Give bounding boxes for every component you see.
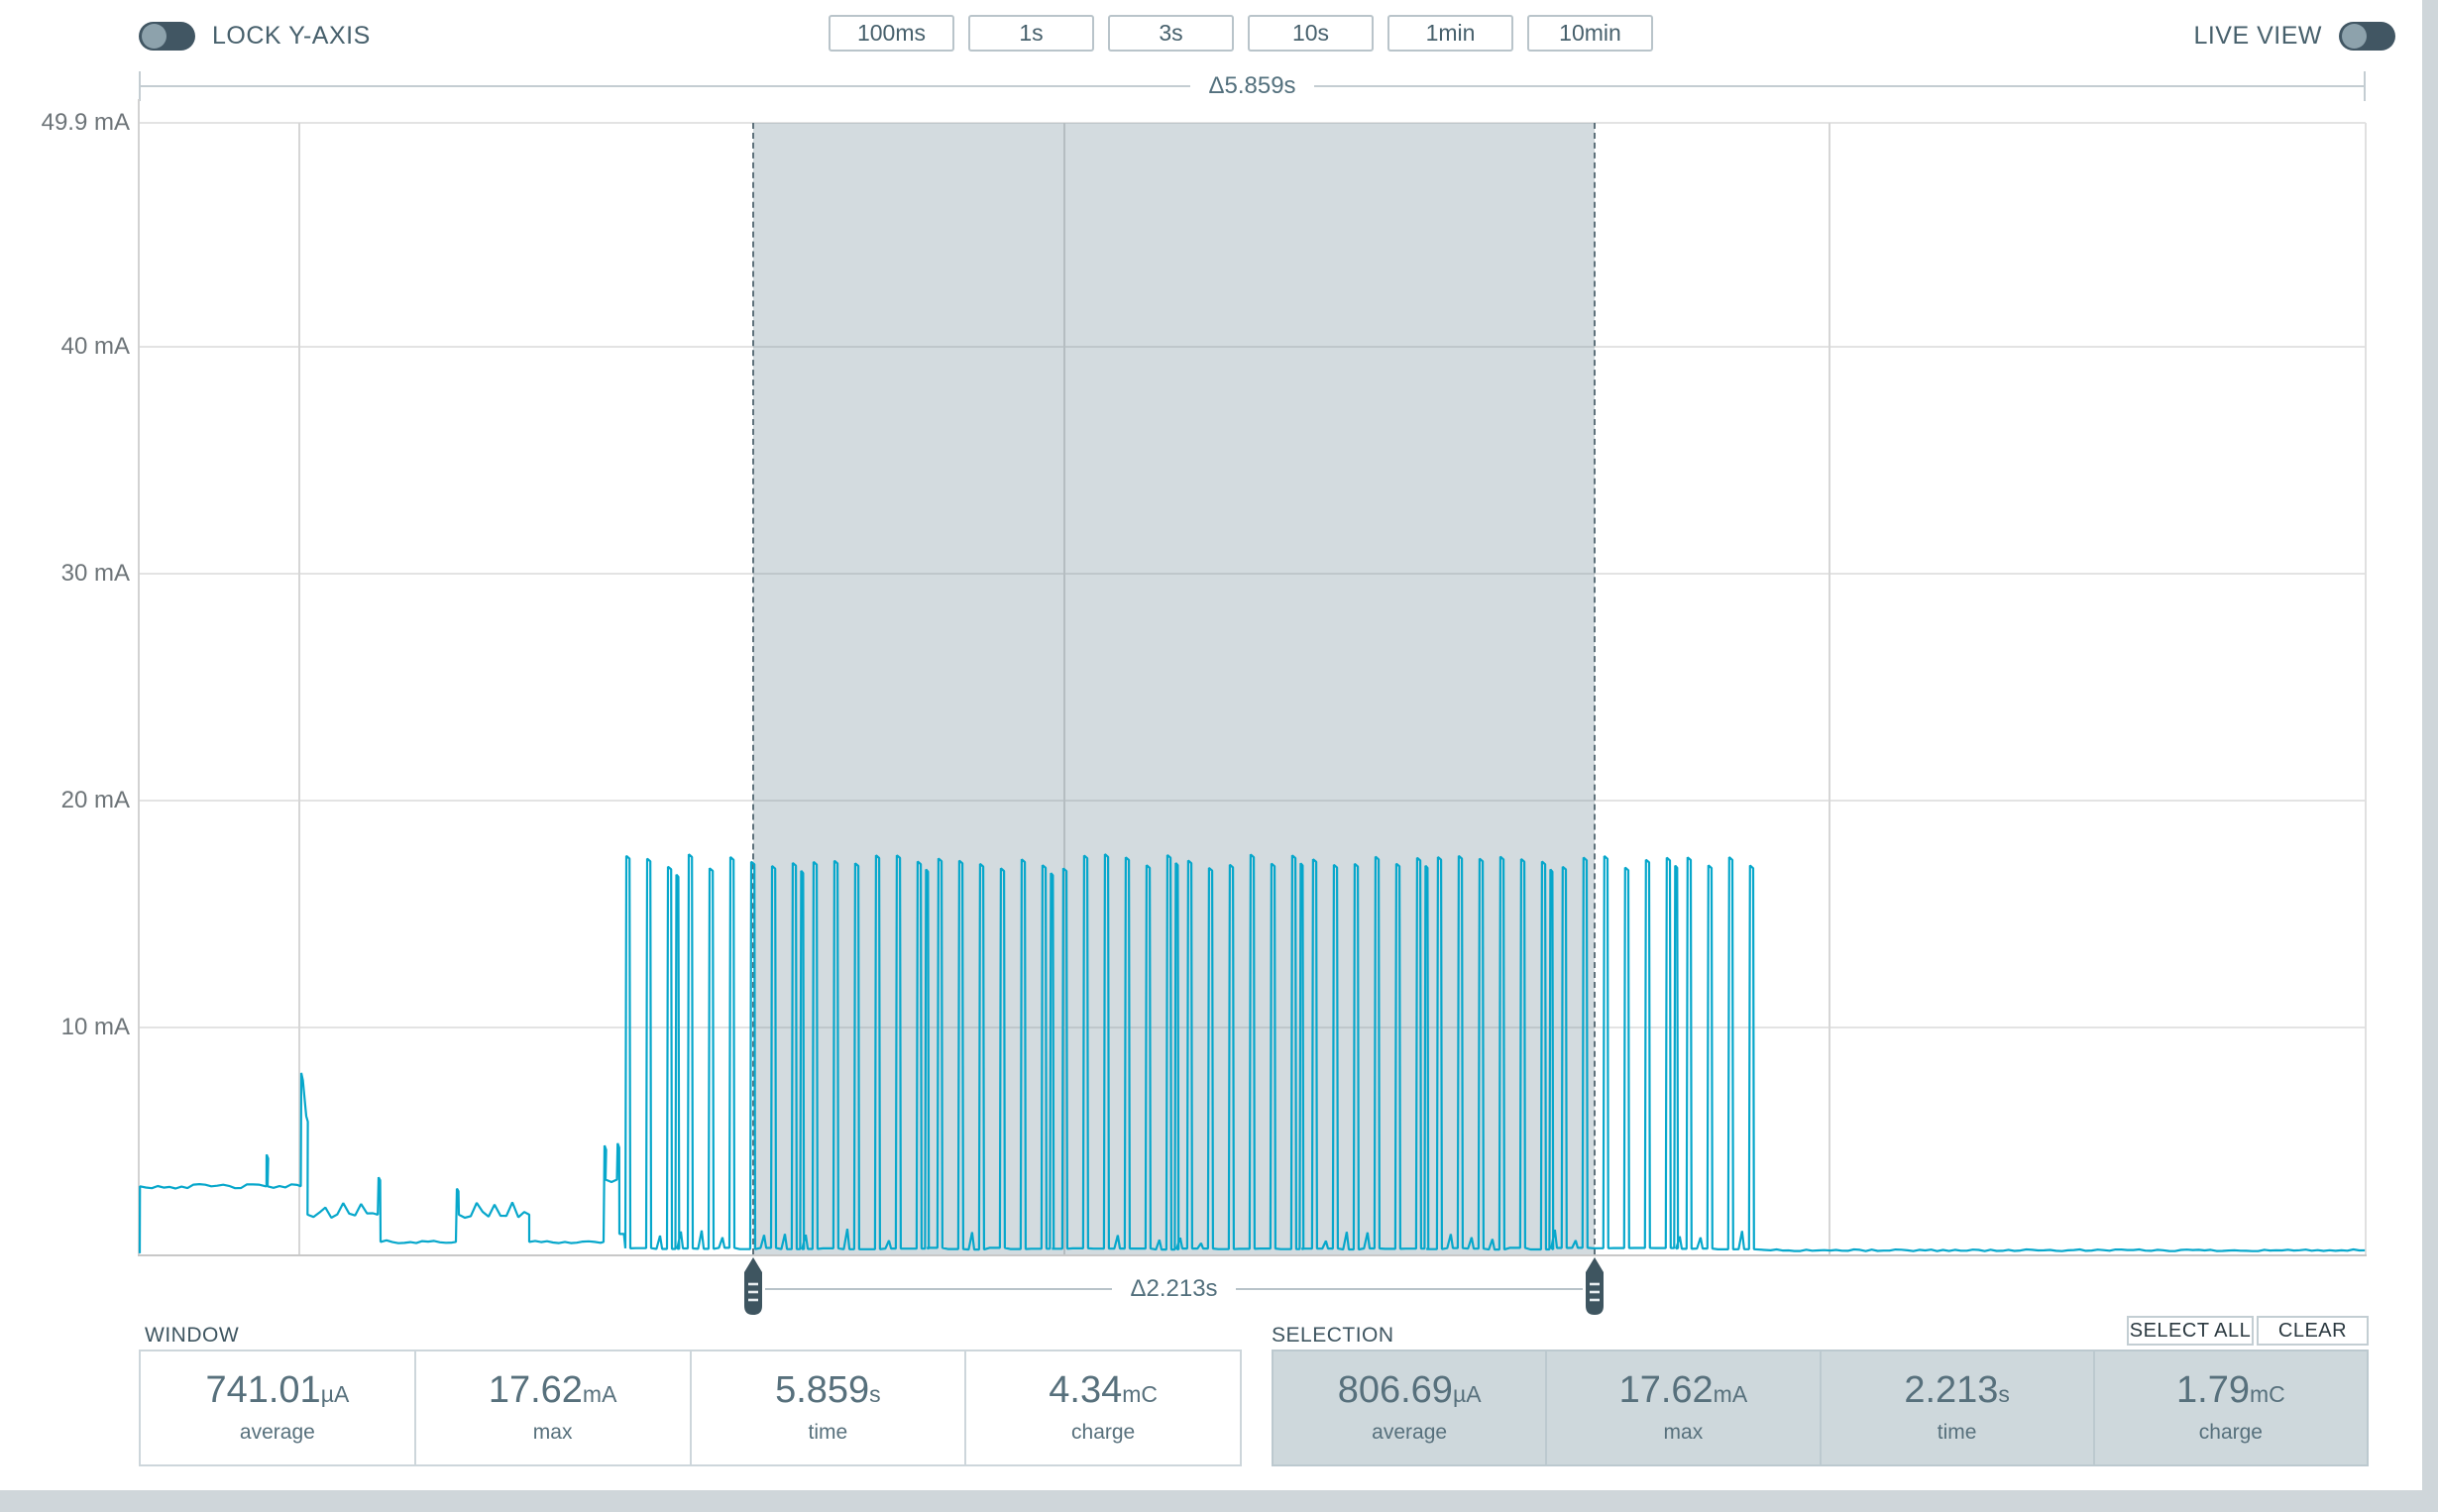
selection-time-value: 2.213 [1904,1369,1999,1411]
window-max-value: 17.62 [488,1369,583,1411]
selection-max-label: max [1663,1421,1704,1444]
selection-max-value: 17.62 [1618,1369,1714,1411]
selection-average-cell: 806.69µA average [1274,1351,1548,1464]
live-view-control: LIVE VIEW [2193,22,2395,51]
selection-time-unit: s [1998,1381,2010,1407]
toggle-knob-icon [142,24,166,49]
window-delta-bracket: Δ5.859s [139,71,2366,101]
y-tick-40mA: 40 mA [60,333,130,360]
bracket-line [139,85,1191,87]
selection-handle-right[interactable] [1583,1257,1607,1315]
selection-handle-left[interactable] [741,1257,765,1315]
lock-y-axis-label: LOCK Y-AXIS [212,22,371,50]
selection-average-unit: µA [1452,1381,1482,1407]
window-max-cell: 17.62mA max [416,1351,692,1464]
window-time-unit: s [869,1381,881,1407]
gridline-30mA [139,573,2366,575]
y-axis-line [138,99,140,1254]
selection-delta-label: Δ2.213s [1130,1275,1218,1302]
live-view-toggle[interactable] [2339,22,2395,51]
lock-y-axis-control: LOCK Y-AXIS [139,22,371,51]
plot-right-border [2365,123,2367,1254]
range-button-100ms[interactable]: 100ms [829,15,954,52]
range-button-10s[interactable]: 10s [1248,15,1374,52]
window-max-unit: mA [582,1381,617,1407]
live-view-label: LIVE VIEW [2193,22,2322,50]
window-average-label: average [239,1421,315,1444]
window-charge-value: 4.34 [1049,1369,1123,1411]
selection-average-value: 806.69 [1337,1369,1453,1411]
window-delta-label: Δ5.859s [1208,72,1296,99]
selection-charge-cell: 1.79mC charge [2095,1351,2367,1464]
bracket-line [1313,85,2366,87]
selection-charge-label: charge [2198,1421,2263,1444]
y-tick-10mA: 10 mA [60,1014,130,1040]
gridline-vertical [298,123,300,1254]
y-tick-30mA: 30 mA [60,560,130,587]
selection-region[interactable] [753,123,1595,1254]
selection-time-label: time [1937,1421,1977,1444]
selection-border-right [1594,123,1596,1254]
window-time-value: 5.859 [775,1369,870,1411]
y-tick-20mA: 20 mA [60,787,130,813]
y-tick-49.9mA: 49.9 mA [41,109,130,136]
window-average-cell: 741.01µA average [141,1351,416,1464]
window-section-title: WINDOW [145,1324,240,1347]
selection-max-unit: mA [1713,1381,1748,1407]
gridline-20mA [139,800,2366,802]
window-stats-panel: 741.01µA average 17.62mA max 5.859s time… [139,1350,1242,1466]
selection-stats-panel: 806.69µA average 17.62mA max 2.213s time… [1272,1350,2369,1466]
range-button-10min[interactable]: 10min [1527,15,1653,52]
x-axis-line [138,1254,2367,1256]
lock-y-axis-toggle[interactable] [139,22,195,51]
window-max-label: max [532,1421,573,1444]
selection-border-left [752,123,754,1254]
gridline-vertical [1063,123,1065,1254]
clear-button[interactable]: CLEAR [2257,1316,2369,1346]
selection-delta-bracket: Δ2.213s [765,1275,1583,1302]
bracket-tick-left [139,71,141,101]
window-time-cell: 5.859s time [692,1351,967,1464]
selection-average-label: average [1372,1421,1448,1444]
gridline-49.9mA [139,122,2366,124]
selection-time-cell: 2.213s time [1822,1351,2095,1464]
selection-charge-unit: mC [2249,1381,2285,1407]
select-all-button[interactable]: SELECT ALL [2127,1316,2254,1346]
selection-section-title: SELECTION [1272,1324,1394,1347]
window-charge-unit: mC [1122,1381,1158,1407]
range-button-1s[interactable]: 1s [968,15,1094,52]
window-charge-label: charge [1071,1421,1136,1444]
bottom-scrollbar-track[interactable] [0,1490,2424,1512]
toggle-knob-icon [2342,24,2367,49]
gridline-40mA [139,346,2366,348]
time-range-button-group: 100ms 1s 3s 10s 1min 10min [829,15,1653,52]
window-charge-cell: 4.34mC charge [966,1351,1240,1464]
window-time-label: time [808,1421,848,1444]
right-scrollbar-thumb[interactable] [2422,0,2438,1512]
selection-charge-value: 1.79 [2176,1369,2250,1411]
bracket-tick-right [2364,71,2366,101]
bracket-line [765,1288,1113,1290]
gridline-vertical [1828,123,1830,1254]
selection-max-cell: 17.62mA max [1547,1351,1822,1464]
range-button-3s[interactable]: 3s [1108,15,1234,52]
range-button-1min[interactable]: 1min [1387,15,1513,52]
window-average-value: 741.01 [205,1369,321,1411]
bracket-line [1235,1288,1583,1290]
window-average-unit: µA [320,1381,350,1407]
